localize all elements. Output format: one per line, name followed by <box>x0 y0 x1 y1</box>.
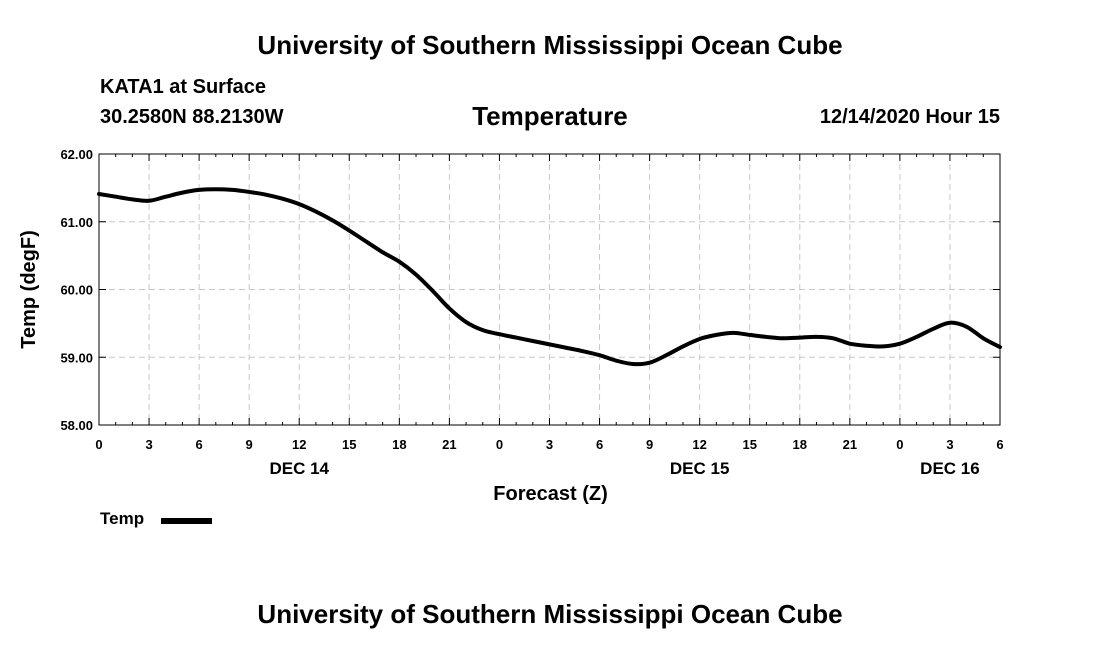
header-title: University of Southern Mississippi Ocean… <box>257 30 843 60</box>
temp-series-line <box>97 187 1002 367</box>
y-axis-label: Temp (degF) <box>18 230 40 349</box>
legend-label-temp: Temp <box>100 509 145 528</box>
footer-title: University of Southern Mississippi Ocean… <box>257 599 843 629</box>
y-tick-label: 59.00 <box>60 350 93 365</box>
x-tick-label: 0 <box>95 437 102 452</box>
x-tick-label: 12 <box>692 437 706 452</box>
x-tick-label: 18 <box>392 437 406 452</box>
date-label: DEC 15 <box>670 459 730 478</box>
x-tick-label: 3 <box>546 437 553 452</box>
plot-frame <box>98 153 1001 426</box>
grid-lines <box>99 154 1000 425</box>
x-tick-label: 6 <box>195 437 202 452</box>
x-tick-label: 3 <box>946 437 953 452</box>
axis-tick-labels: 58.00 59.00 60.00 61.00 62.00 0 3 6 9 12 15 18 21 0 3 6… <box>60 147 1003 478</box>
x-tick-label: 21 <box>843 437 857 452</box>
x-tick-label: 21 <box>442 437 456 452</box>
x-tick-label: 3 <box>145 437 152 452</box>
axis-ticks <box>98 153 1001 426</box>
series-layer <box>97 187 1002 367</box>
y-tick-label: 60.00 <box>60 283 93 298</box>
station-coordinates: 30.2580N 88.2130W <box>100 106 284 128</box>
x-tick-label: 6 <box>596 437 603 452</box>
chart-title: Temperature <box>472 101 628 131</box>
x-tick-label: 18 <box>793 437 807 452</box>
station-label: KATA1 at Surface <box>100 76 266 98</box>
x-tick-label: 0 <box>896 437 903 452</box>
y-tick-label: 62.00 <box>60 147 93 162</box>
x-tick-label: 9 <box>646 437 653 452</box>
legend-swatch-temp <box>161 518 212 524</box>
x-tick-label: 12 <box>292 437 306 452</box>
x-tick-label: 9 <box>246 437 253 452</box>
y-tick-label: 58.00 <box>60 418 93 433</box>
date-label: DEC 14 <box>269 459 329 478</box>
date-label: DEC 16 <box>920 459 980 478</box>
x-axis-label: Forecast (Z) <box>493 483 607 505</box>
x-tick-label: 0 <box>496 437 503 452</box>
y-tick-label: 61.00 <box>60 215 93 230</box>
forecast-datetime: 12/14/2020 Hour 15 <box>819 106 1000 128</box>
x-tick-label: 15 <box>342 437 356 452</box>
x-tick-label: 15 <box>742 437 756 452</box>
x-tick-label: 6 <box>996 437 1003 452</box>
